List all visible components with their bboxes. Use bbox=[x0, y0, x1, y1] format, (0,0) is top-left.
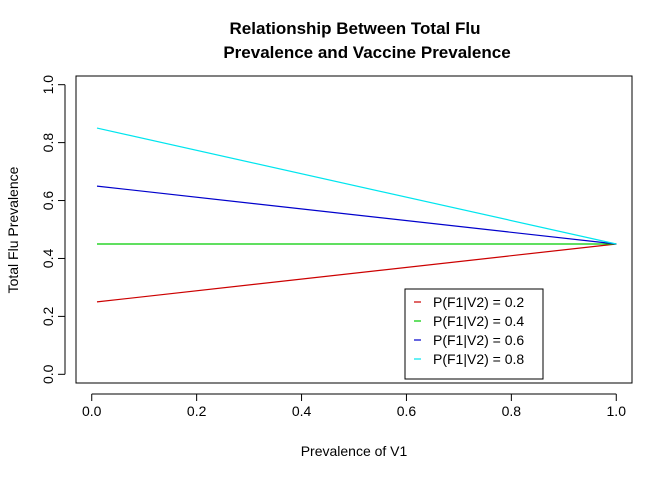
y-tick-label: 0.6 bbox=[40, 191, 56, 211]
series-line-4 bbox=[96, 127, 617, 245]
y-axis-label: Total Flu Prevalence bbox=[5, 166, 21, 293]
y-tick-label: 0.0 bbox=[40, 364, 56, 384]
y-tick-label: 1.0 bbox=[40, 75, 56, 95]
legend-entry-label: P(F1|V2) = 0.6 bbox=[433, 332, 524, 348]
legend-entry-label: P(F1|V2) = 0.2 bbox=[433, 294, 524, 310]
x-tick-label: 0.6 bbox=[397, 403, 417, 419]
y-tick-label: 0.8 bbox=[40, 133, 56, 153]
x-axis-label: Prevalence of V1 bbox=[301, 443, 408, 459]
x-tick-label: 0.0 bbox=[82, 403, 102, 419]
x-tick-label: 0.8 bbox=[502, 403, 522, 419]
y-tick-label: 0.2 bbox=[40, 306, 56, 326]
x-tick-label: 0.2 bbox=[187, 403, 207, 419]
series-line-1 bbox=[96, 243, 617, 303]
legend-entry-label: P(F1|V2) = 0.8 bbox=[433, 351, 524, 367]
y-tick-label: 0.4 bbox=[40, 249, 56, 269]
series-line-3 bbox=[96, 185, 617, 245]
y-axis: 0.0 0.2 0.4 0.6 0.8 1.0 bbox=[40, 75, 66, 384]
legend-entry-label: P(F1|V2) = 0.4 bbox=[433, 313, 524, 329]
x-tick-label: 0.4 bbox=[292, 403, 312, 419]
series-lines bbox=[96, 127, 617, 303]
chart-title-line-1: Relationship Between Total Flu bbox=[230, 19, 481, 38]
x-axis: 0.0 0.2 0.4 0.6 0.8 1.0 bbox=[82, 393, 627, 419]
chart-title-line-2: Prevalence and Vaccine Prevalence bbox=[223, 43, 510, 62]
x-tick-label: 1.0 bbox=[607, 403, 627, 419]
legend-box bbox=[404, 288, 544, 380]
plot-area-frame bbox=[75, 75, 633, 384]
legend: P(F1|V2) = 0.2 P(F1|V2) = 0.4 P(F1|V2) = 0… bbox=[404, 288, 544, 380]
